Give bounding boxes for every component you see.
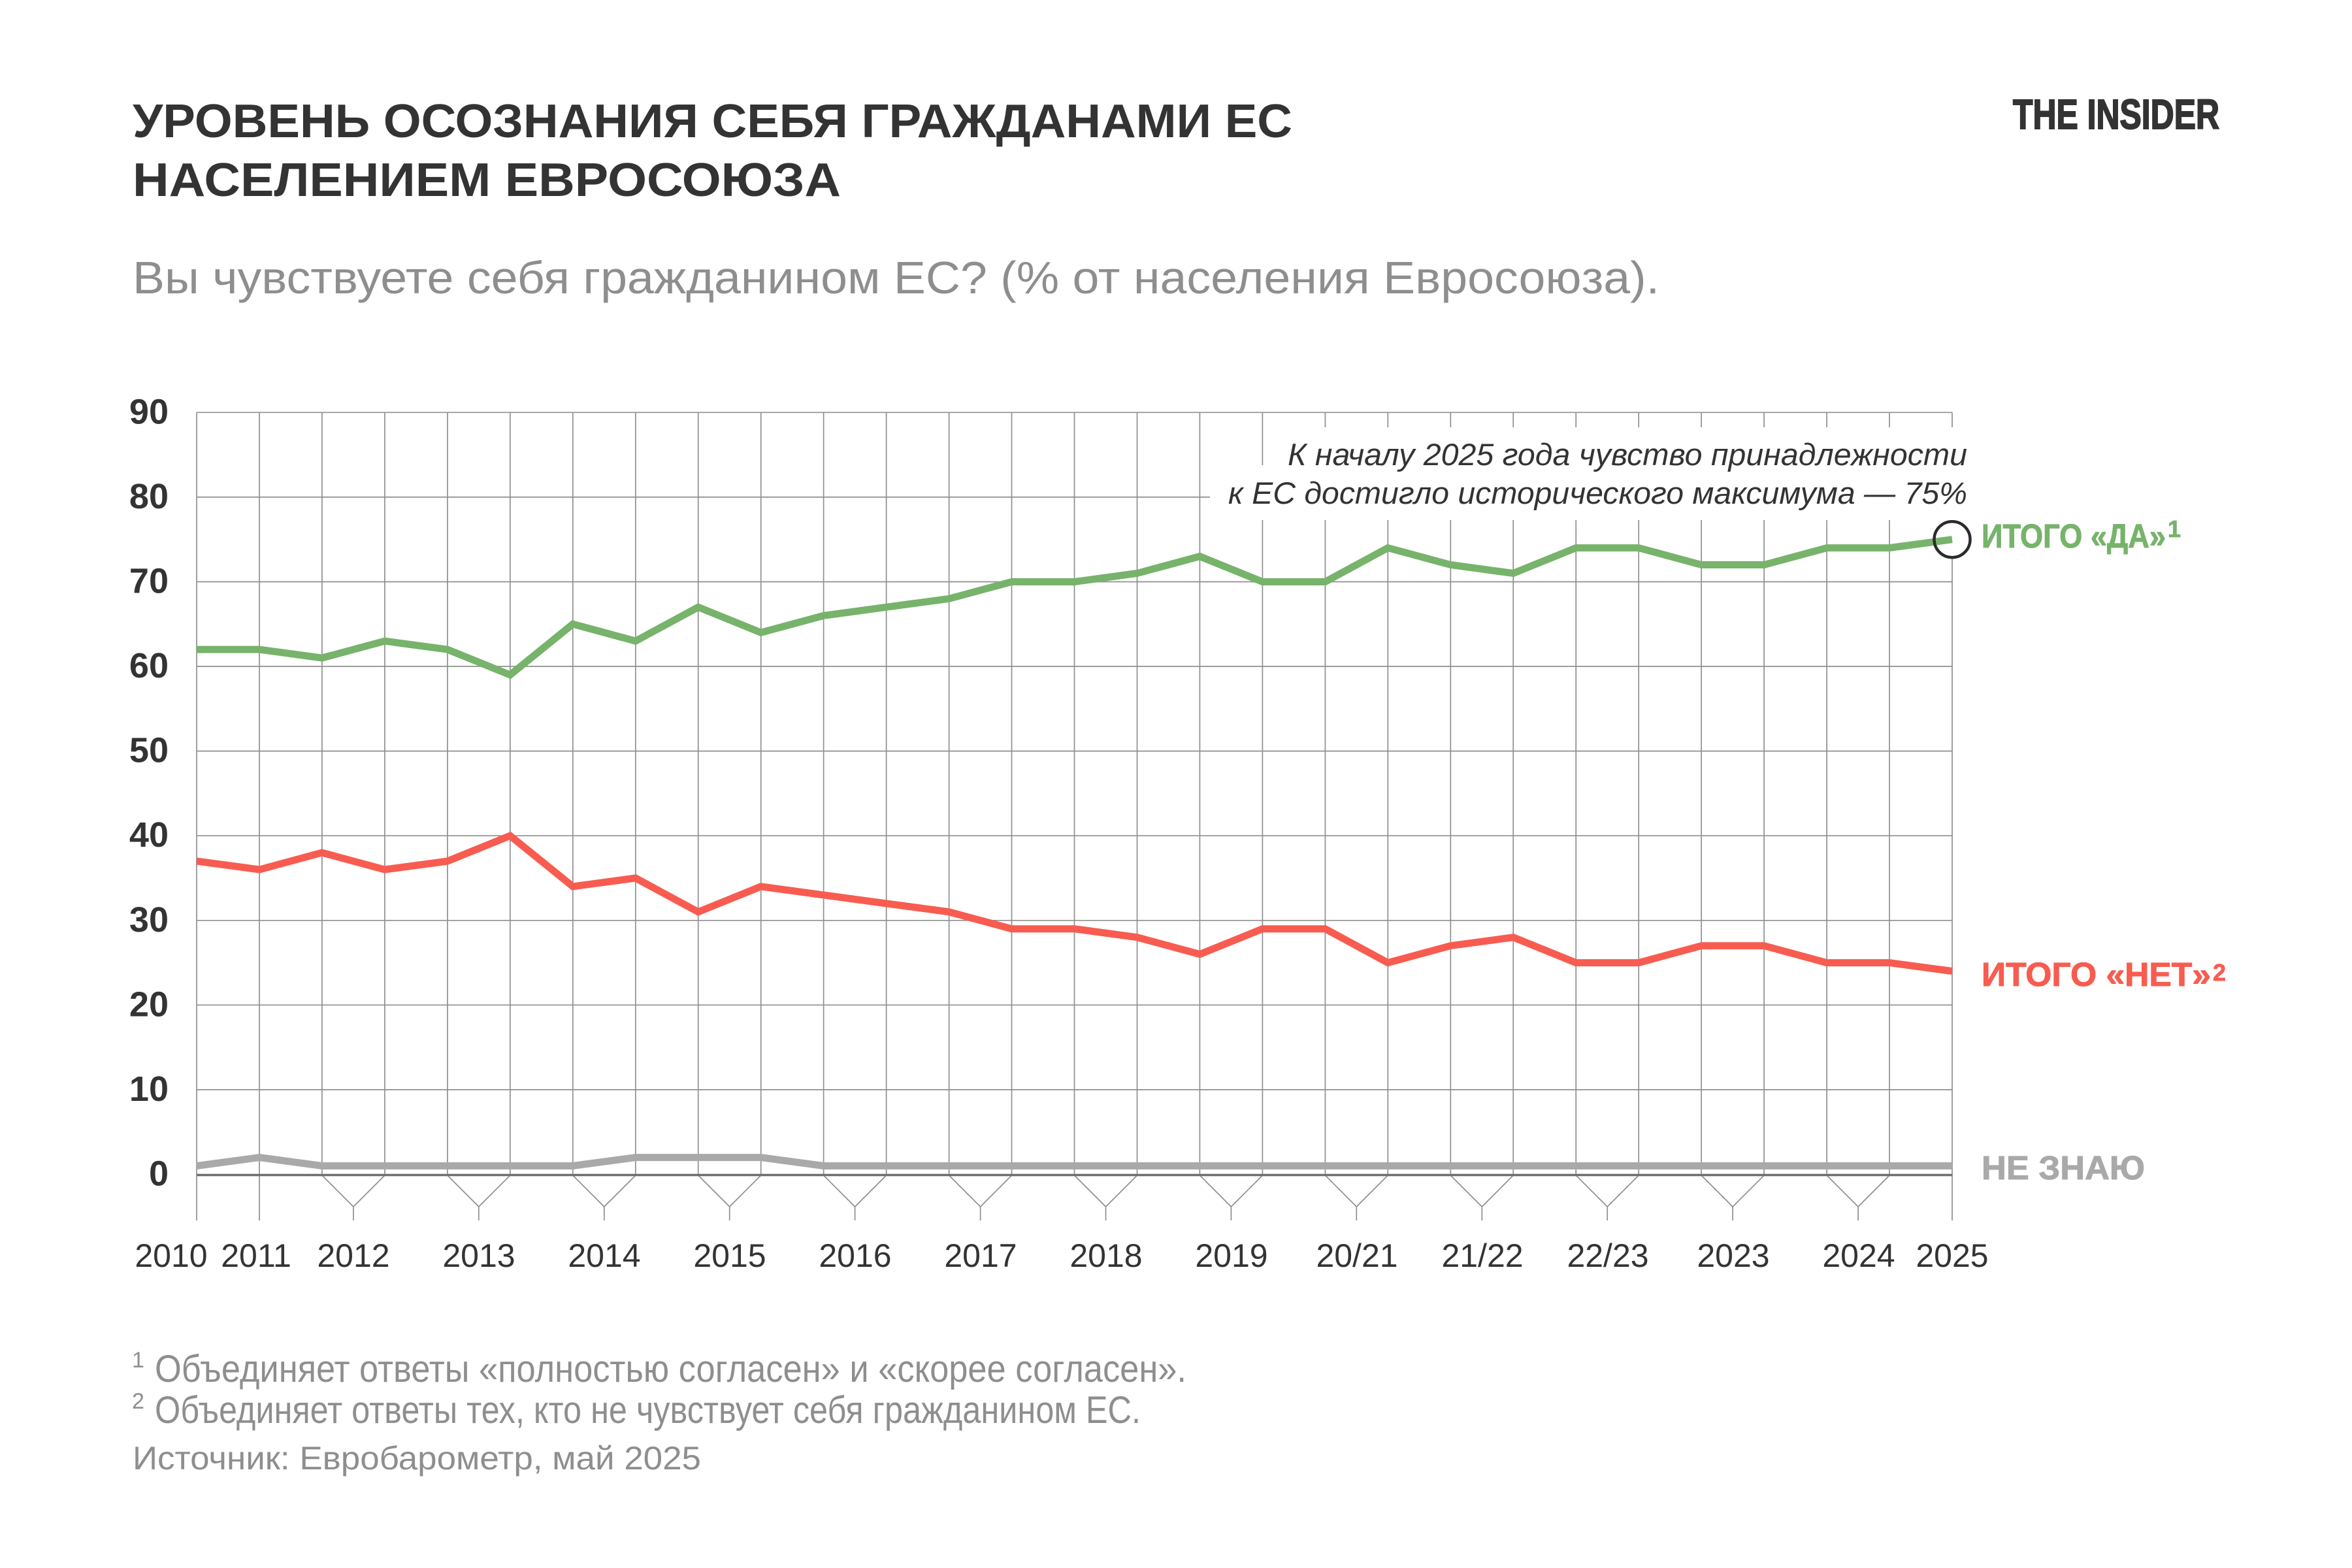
svg-text:2014: 2014 — [568, 1237, 640, 1274]
svg-text:2: 2 — [132, 1389, 144, 1414]
svg-text:40: 40 — [129, 815, 169, 855]
svg-text:2023: 2023 — [1697, 1237, 1769, 1274]
svg-text:НАСЕЛЕНИЕМ ЕВРОСОЮЗА: НАСЕЛЕНИЕМ ЕВРОСОЮЗА — [133, 154, 841, 206]
svg-text:10: 10 — [129, 1070, 169, 1109]
svg-text:2010: 2010 — [135, 1237, 207, 1274]
svg-text:Источник: Евробарометр, май 20: Источник: Евробарометр, май 2025 — [133, 1440, 701, 1477]
svg-text:2017: 2017 — [944, 1237, 1017, 1274]
svg-text:0: 0 — [149, 1154, 169, 1194]
svg-text:2011: 2011 — [221, 1237, 291, 1274]
svg-text:Вы чувствуете себя гражданином: Вы чувствуете себя гражданином ЕС? (% от… — [133, 252, 1659, 303]
svg-text:22/23: 22/23 — [1567, 1237, 1648, 1274]
svg-text:70: 70 — [129, 562, 169, 601]
svg-text:НЕ ЗНАЮ: НЕ ЗНАЮ — [1982, 1149, 2145, 1186]
svg-text:1: 1 — [2168, 515, 2181, 542]
svg-text:ИТОГО «НЕТ»: ИТОГО «НЕТ» — [1982, 956, 2211, 993]
svg-text:2019: 2019 — [1195, 1237, 1267, 1274]
svg-text:21/22: 21/22 — [1441, 1237, 1523, 1274]
svg-text:80: 80 — [129, 477, 169, 516]
svg-text:ИТОГО «ДА»: ИТОГО «ДА» — [1982, 517, 2166, 555]
svg-text:2012: 2012 — [317, 1237, 389, 1274]
svg-text:90: 90 — [129, 392, 169, 431]
svg-text:30: 30 — [129, 900, 169, 939]
svg-text:THE INSIDER: THE INSIDER — [2013, 91, 2219, 138]
svg-text:20: 20 — [129, 985, 169, 1024]
svg-text:Объединяет ответы тех, кто не: Объединяет ответы тех, кто не чувствует … — [155, 1389, 1141, 1431]
svg-text:2015: 2015 — [693, 1237, 766, 1274]
svg-text:20/21: 20/21 — [1316, 1237, 1397, 1274]
svg-text:2: 2 — [2213, 959, 2226, 986]
svg-text:2025: 2025 — [1916, 1237, 1988, 1274]
svg-text:50: 50 — [129, 731, 169, 770]
svg-text:Объединяет ответы «полностью с: Объединяет ответы «полностью согласен» и… — [155, 1348, 1186, 1390]
svg-text:2013: 2013 — [442, 1237, 515, 1274]
svg-text:2024: 2024 — [1822, 1237, 1895, 1274]
svg-text:60: 60 — [129, 646, 169, 685]
svg-text:1: 1 — [132, 1348, 144, 1373]
svg-text:2016: 2016 — [819, 1237, 891, 1274]
svg-text:К началу 2025 года чувство при: К началу 2025 года чувство принадлежност… — [1288, 437, 1967, 472]
svg-text:к ЕС достигло исторического ма: к ЕС достигло исторического максимума — … — [1228, 476, 1967, 510]
svg-text:УРОВЕНЬ ОСОЗНАНИЯ СЕБЯ ГРАЖДАН: УРОВЕНЬ ОСОЗНАНИЯ СЕБЯ ГРАЖДАНАМИ ЕС — [133, 95, 1292, 148]
svg-text:2018: 2018 — [1070, 1237, 1142, 1274]
